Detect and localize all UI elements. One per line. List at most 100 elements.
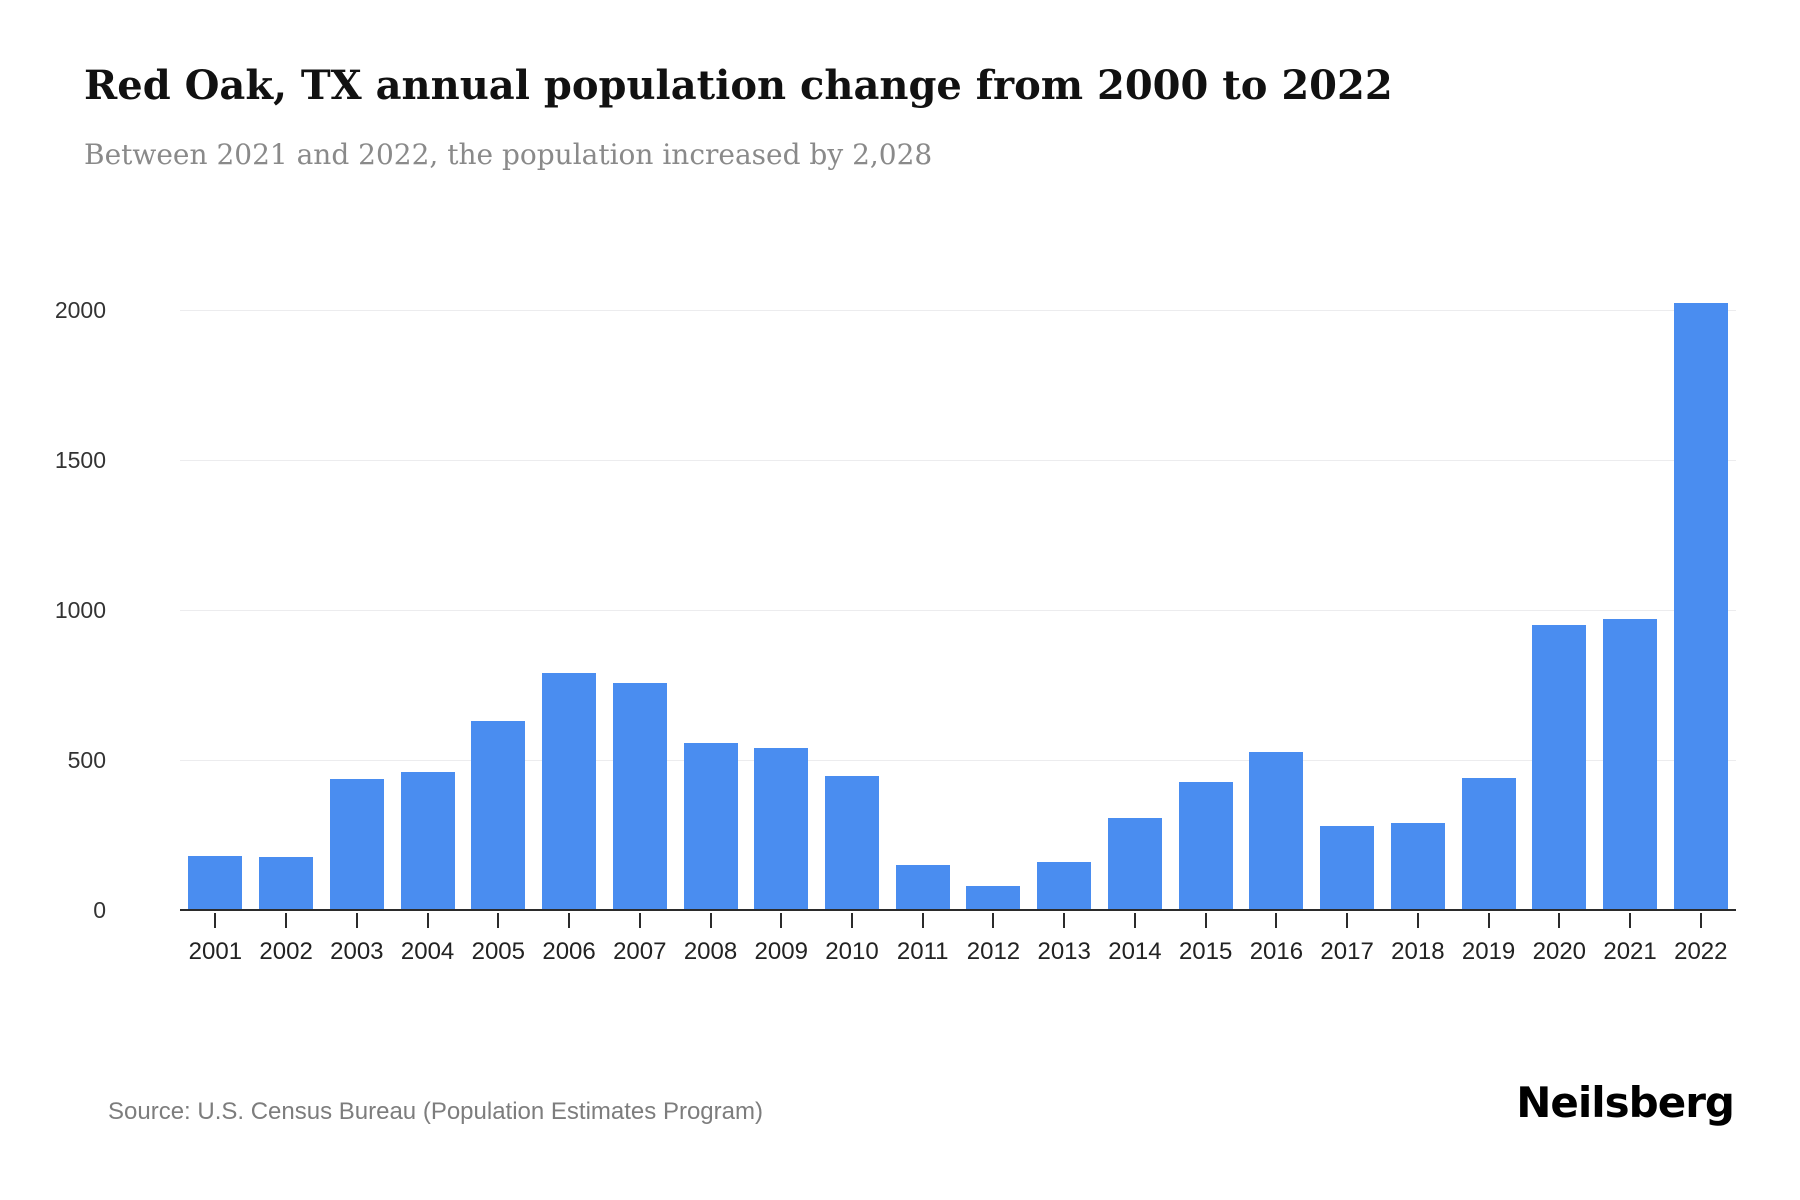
- x-tick-2003: [355, 913, 358, 928]
- x-cell-2007: 2007: [604, 913, 675, 966]
- gridline-1000: [180, 610, 1736, 611]
- x-tick-label-2010: 2010: [825, 938, 879, 965]
- plot-area: 0 500 1000 1500 2000: [55, 260, 1736, 923]
- bar-2011: [895, 864, 950, 911]
- x-tick-label-2021: 2021: [1603, 938, 1657, 965]
- bar-series: [180, 260, 1736, 911]
- x-tick-2006: [568, 913, 571, 928]
- x-cell-2019: 2019: [1453, 913, 1524, 966]
- x-cell-2021: 2021: [1595, 913, 1666, 966]
- bar-2015: [1178, 782, 1233, 911]
- x-tick-label-2015: 2015: [1178, 938, 1233, 965]
- bar-cell-2012: [958, 260, 1029, 911]
- bar-2007: [612, 683, 667, 911]
- x-cell-2009: 2009: [746, 913, 817, 966]
- bar-2018: [1390, 822, 1445, 911]
- bar-cell-2021: [1595, 260, 1666, 911]
- bar-cell-2005: [463, 260, 534, 911]
- gridline-2000: [180, 310, 1736, 311]
- x-tick-label-2019: 2019: [1461, 938, 1516, 965]
- x-cell-2005: 2005: [463, 913, 534, 966]
- x-cell-2013: 2013: [1029, 913, 1100, 966]
- bar-cell-2006: [534, 260, 605, 911]
- x-tick-label-2018: 2018: [1391, 938, 1445, 965]
- x-cell-2008: 2008: [675, 913, 746, 966]
- bar-2022: [1673, 302, 1728, 911]
- x-tick-label-2017: 2017: [1320, 938, 1374, 965]
- bar-cell-2017: [1312, 260, 1383, 911]
- x-tick-2001: [214, 913, 217, 928]
- x-tick-label-2008: 2008: [683, 938, 738, 965]
- x-cell-2001: 2001: [180, 913, 251, 966]
- brand-logo: Neilsberg: [1516, 1078, 1735, 1127]
- x-tick-label-2002: 2002: [259, 938, 313, 965]
- x-cell-2012: 2012: [958, 913, 1029, 966]
- bar-2009: [754, 747, 809, 911]
- x-cell-2014: 2014: [1100, 913, 1171, 966]
- bar-2012: [966, 885, 1021, 911]
- bar-cell-2018: [1382, 260, 1453, 911]
- x-tick-label-2009: 2009: [754, 938, 808, 965]
- bar-2013: [1037, 861, 1092, 911]
- x-tick-label-2006: 2006: [542, 938, 596, 965]
- x-tick-2018: [1416, 913, 1419, 928]
- bar-2014: [1107, 818, 1162, 911]
- x-tick-2014: [1133, 913, 1136, 928]
- x-cell-2010: 2010: [817, 913, 888, 966]
- x-tick-2012: [992, 913, 995, 928]
- bar-2016: [1249, 752, 1304, 911]
- x-tick-2011: [921, 913, 924, 928]
- bar-2008: [683, 743, 738, 911]
- bar-cell-2008: [675, 260, 746, 911]
- x-tick-2008: [709, 913, 712, 928]
- x-tick-label-2020: 2020: [1532, 938, 1587, 965]
- x-axis: 2001 2002 2003 2004 2005 2006 2007 2008 2009 2010…: [180, 913, 1736, 966]
- x-axis-baseline: [180, 909, 1736, 911]
- gridline-1500: [180, 460, 1736, 461]
- bar-2019: [1461, 777, 1516, 911]
- x-tick-2017: [1346, 913, 1349, 928]
- x-cell-2006: 2006: [534, 913, 605, 966]
- x-tick-label-2004: 2004: [400, 938, 455, 965]
- x-tick-2005: [497, 913, 500, 928]
- bar-cell-2015: [1170, 260, 1241, 911]
- x-tick-label-2003: 2003: [330, 938, 384, 965]
- bar-cell-2010: [817, 260, 888, 911]
- x-tick-label-2001: 2001: [188, 938, 243, 965]
- x-tick-2002: [285, 913, 288, 928]
- x-cell-2016: 2016: [1241, 913, 1312, 966]
- bar-cell-2022: [1665, 260, 1736, 911]
- bar-cell-2004: [392, 260, 463, 911]
- x-cell-2011: 2011: [887, 913, 958, 966]
- bar-2020: [1532, 624, 1587, 911]
- y-tick-label-1000: 1000: [54, 597, 106, 623]
- x-tick-label-2022: 2022: [1674, 938, 1728, 965]
- x-cell-2020: 2020: [1524, 913, 1595, 966]
- x-tick-label-2016: 2016: [1249, 938, 1304, 965]
- x-cell-2003: 2003: [321, 913, 392, 966]
- x-tick-label-2011: 2011: [896, 938, 949, 965]
- x-tick-2010: [850, 913, 853, 928]
- x-tick-2016: [1275, 913, 1278, 928]
- x-tick-label-2007: 2007: [613, 938, 667, 965]
- x-cell-2004: 2004: [392, 913, 463, 966]
- x-cell-2017: 2017: [1312, 913, 1383, 966]
- bar-cell-2007: [604, 260, 675, 911]
- x-cell-2015: 2015: [1170, 913, 1241, 966]
- bar-cell-2014: [1100, 260, 1171, 911]
- bar-cell-2011: [887, 260, 958, 911]
- x-tick-2004: [426, 913, 429, 928]
- bar-cell-2002: [251, 260, 322, 911]
- bar-2002: [259, 857, 314, 911]
- bar-cell-2016: [1241, 260, 1312, 911]
- y-tick-label-2000: 2000: [54, 297, 106, 323]
- x-tick-label-2013: 2013: [1037, 938, 1091, 965]
- y-tick-label-500: 500: [67, 747, 106, 773]
- x-tick-2007: [638, 913, 641, 928]
- source-note: Source: U.S. Census Bureau (Population E…: [108, 1098, 763, 1125]
- x-tick-label-2012: 2012: [966, 938, 1021, 965]
- chart-title: Red Oak, TX annual population change fro…: [84, 62, 1393, 109]
- x-tick-label-2005: 2005: [471, 938, 525, 965]
